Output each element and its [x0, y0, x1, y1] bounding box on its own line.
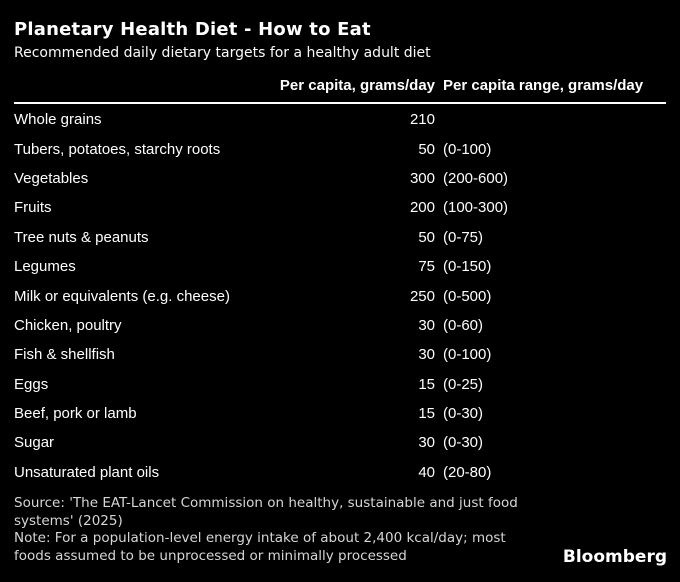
row-label: Fish & shellfish	[14, 346, 115, 364]
row-value: 15	[418, 405, 435, 423]
table-row: Eggs 15 (0-25)	[14, 370, 666, 399]
row-range: (0-150)	[443, 258, 492, 276]
row-value: 210	[409, 111, 435, 129]
table-row: Unsaturated plant oils 40 (20-80)	[14, 458, 666, 487]
table-row: Beef, pork or lamb 15 (0-30)	[14, 399, 666, 428]
page-subtitle: Recommended daily dietary targets for a …	[14, 45, 431, 61]
row-label: Whole grains	[14, 111, 102, 129]
table-row: Tubers, potatoes, starchy roots 50 (0-10…	[14, 134, 666, 163]
row-value: 250	[409, 287, 435, 305]
table-row: Fish & shellfish 30 (0-100)	[14, 340, 666, 369]
row-label: Chicken, poultry	[14, 316, 122, 334]
row-range: (200-600)	[443, 169, 509, 187]
row-value: 30	[418, 434, 435, 452]
row-range: (0-30)	[443, 405, 484, 423]
methodology-note: Note: For a population-level energy inta…	[14, 530, 506, 564]
row-value: 30	[418, 346, 435, 364]
row-value: 300	[409, 169, 435, 187]
row-range: (20-80)	[443, 463, 492, 481]
table-row: Vegetables 300 (200-600)	[14, 164, 666, 193]
row-range: (0-25)	[443, 375, 484, 393]
row-range: (100-300)	[443, 199, 509, 217]
row-label: Fruits	[14, 199, 52, 217]
column-headers: Per capita, grams/day Per capita range, …	[14, 78, 666, 94]
table-row: Sugar 30 (0-30)	[14, 428, 666, 457]
row-value: 50	[418, 140, 435, 158]
row-label: Unsaturated plant oils	[14, 463, 160, 481]
row-label: Legumes	[14, 258, 76, 276]
row-label: Eggs	[14, 375, 49, 393]
table-row: Legumes 75 (0-150)	[14, 252, 666, 281]
row-range: (0-30)	[443, 434, 484, 452]
row-value: 50	[418, 228, 435, 246]
row-value: 75	[418, 258, 435, 276]
row-range: (0-100)	[443, 140, 492, 158]
source-note: Source: 'The EAT-Lancet Commission on he…	[14, 495, 518, 529]
row-label: Milk or equivalents (e.g. cheese)	[14, 287, 230, 305]
row-label: Tubers, potatoes, starchy roots	[14, 140, 221, 158]
row-label: Tree nuts & peanuts	[14, 228, 149, 246]
diet-table: Whole grains 210 Tubers, potatoes, starc…	[14, 105, 666, 487]
footnotes: Source: 'The EAT-Lancet Commission on he…	[14, 495, 538, 565]
row-range: (0-100)	[443, 346, 492, 364]
row-label: Sugar	[14, 434, 55, 452]
bloomberg-logo: Bloomberg	[562, 547, 667, 567]
row-value: 30	[418, 316, 435, 334]
column-header-per-capita-range: Per capita range, grams/day	[443, 77, 644, 94]
row-value: 15	[418, 375, 435, 393]
row-value: 200	[409, 199, 435, 217]
table-row: Whole grains 210	[14, 105, 666, 134]
table-row: Fruits 200 (100-300)	[14, 193, 666, 222]
row-label: Beef, pork or lamb	[14, 405, 137, 423]
row-range: (0-75)	[443, 228, 484, 246]
column-header-per-capita: Per capita, grams/day	[279, 77, 435, 94]
header-rule	[14, 102, 666, 104]
row-value: 40	[418, 463, 435, 481]
row-range: (0-500)	[443, 287, 492, 305]
row-label: Vegetables	[14, 169, 89, 187]
page-title: Planetary Health Diet - How to Eat	[14, 19, 371, 40]
table-row: Chicken, poultry 30 (0-60)	[14, 311, 666, 340]
table-row: Tree nuts & peanuts 50 (0-75)	[14, 223, 666, 252]
row-range: (0-60)	[443, 316, 484, 334]
table-row: Milk or equivalents (e.g. cheese) 250 (0…	[14, 281, 666, 310]
